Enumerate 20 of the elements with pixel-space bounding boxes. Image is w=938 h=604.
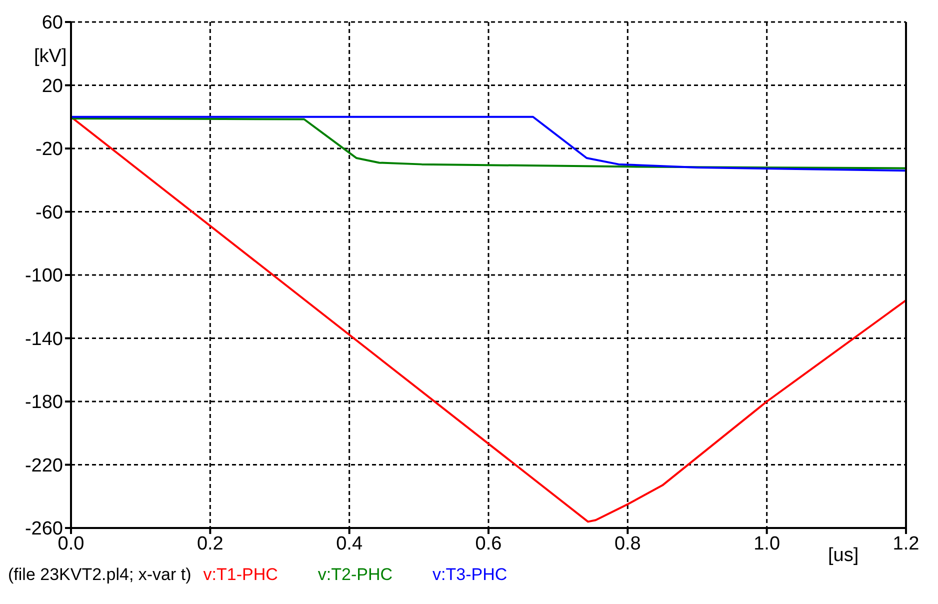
x-tick-label: 0.4 [336, 533, 363, 554]
text: v:T3-PHC [432, 565, 508, 585]
x-tick-label: 0.6 [475, 533, 502, 554]
x-tick-label: 0.8 [614, 533, 641, 554]
x-axis-title: [us] [828, 545, 859, 567]
y-tick-label: -60 [36, 202, 63, 224]
y-tick-label: -20 [36, 139, 63, 160]
x-tick-label: 1.0 [754, 533, 780, 554]
y-tick-label: 20 [42, 76, 63, 97]
y-tick-label: -100 [24, 266, 63, 287]
text: v:T2-PHC [318, 565, 393, 585]
x-tick-label: 1.2 [892, 533, 920, 554]
text: v:T1-PHC [203, 565, 278, 585]
y-axis-title: [kV] [34, 46, 67, 68]
text: (file 23KVT2.pl4; x-var t) [8, 565, 192, 585]
y-tick-label: -220 [24, 455, 63, 476]
y-tick-label: 60 [42, 12, 63, 34]
y-tick-label: -140 [24, 328, 63, 350]
x-tick-label: 0.2 [196, 533, 224, 554]
y-tick-label: -180 [24, 392, 63, 414]
